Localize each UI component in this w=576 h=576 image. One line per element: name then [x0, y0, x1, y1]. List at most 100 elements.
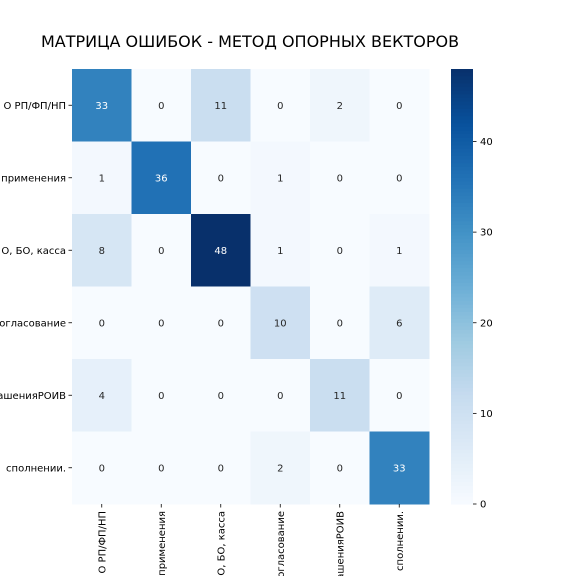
colorbar-segment [451, 471, 473, 476]
colorbar-segment [451, 485, 473, 491]
heatmap-cells: 33 0 11 0 2 01 36 0 1 0 08 0 48 1 0 10 0 0 10 0 64 0 0 0 11 00 0 0 2… [72, 69, 430, 505]
colorbar-segment [451, 366, 473, 371]
colorbar-segment [451, 123, 473, 128]
heatmap-cell-r5-c5 [369, 431, 430, 505]
colorbar-segment [451, 475, 473, 480]
heatmap-cell-r4-c1 [131, 359, 192, 432]
colorbar: 0 10 20 30 40 [451, 69, 493, 511]
colorbar-segment [451, 170, 473, 175]
colorbar-segment [451, 214, 473, 219]
colorbar-segment [451, 301, 473, 306]
colorbar-tick-label: 0 [480, 500, 486, 511]
colorbar-segment [451, 108, 473, 114]
cell-value-r4-c0: 4 [99, 391, 105, 402]
heatmap-cell-r1-c4 [310, 141, 370, 215]
colorbar-segment [451, 94, 473, 99]
colorbar-segment [451, 188, 473, 193]
heatmap-cell-r2-c1 [131, 214, 192, 287]
colorbar-segment [451, 246, 473, 251]
x-tick-label: ашенияРОИВ [335, 511, 346, 576]
colorbar-segment [451, 119, 473, 124]
colorbar-segment [451, 69, 473, 74]
colorbar-segment [451, 286, 473, 291]
colorbar-segment [451, 388, 473, 393]
y-tick-label: ашенияРОИВ [0, 391, 66, 402]
colorbar-segment [451, 431, 473, 436]
colorbar-segment [451, 192, 473, 197]
cell-value-r4-c1: 0 [158, 391, 164, 402]
colorbar-segment [451, 424, 473, 429]
colorbar-segment [451, 174, 473, 179]
cell-value-r1-c0: 1 [99, 173, 105, 184]
colorbar-segment [451, 199, 473, 204]
colorbar-segment [451, 369, 473, 375]
colorbar-segment [451, 257, 473, 262]
heatmap-cell-r3-c4 [310, 286, 370, 360]
colorbar-segment [451, 420, 473, 425]
heatmap-cell-r3-c3 [250, 286, 311, 360]
colorbar-segment [451, 228, 473, 233]
cell-value-r5-c5: 33 [393, 463, 406, 474]
y-tick-label: сполнении. [6, 463, 66, 474]
colorbar-segment [451, 391, 473, 396]
colorbar-segment [451, 319, 473, 324]
y-tick-label: применения [1, 173, 66, 184]
cell-value-r0-c5: 0 [396, 101, 402, 112]
heatmap-cell-r4-c0 [72, 359, 132, 432]
heatmap-cell-r1-c2 [191, 141, 251, 215]
colorbar-segment [451, 72, 473, 77]
cell-value-r3-c0: 0 [99, 318, 105, 329]
colorbar-segment [451, 127, 473, 132]
colorbar-segment [451, 478, 473, 483]
colorbar-segment [451, 442, 473, 447]
x-tick-label: применения [157, 511, 168, 576]
colorbar-segment [451, 206, 473, 211]
colorbar-segment [451, 340, 473, 346]
colorbar-segment [451, 166, 473, 172]
heatmap-cell-r0-c1 [131, 69, 192, 142]
heatmap-cell-r1-c1 [131, 141, 192, 215]
cell-value-r3-c1: 0 [158, 318, 164, 329]
colorbar-segment [451, 261, 473, 266]
heatmap-cell-r5-c4 [310, 431, 370, 505]
y-tick-label: О, БО, касса [1, 246, 66, 257]
heatmap-cell-r3-c2 [191, 286, 251, 360]
colorbar-segment [451, 496, 473, 501]
colorbar-segment [451, 373, 473, 378]
colorbar-segment [451, 253, 473, 259]
colorbar-segment [451, 272, 473, 277]
colorbar-segment [451, 185, 473, 190]
heatmap-cell-r0-c0 [72, 69, 132, 142]
cell-value-r3-c3: 10 [274, 318, 287, 329]
cell-value-r1-c3: 1 [277, 173, 283, 184]
cell-value-r4-c3: 0 [277, 391, 283, 402]
heatmap-cell-r5-c0 [72, 431, 132, 505]
colorbar-segment [451, 282, 473, 288]
colorbar-segment [451, 351, 473, 356]
colorbar-segment [451, 217, 473, 222]
colorbar-segment [451, 362, 473, 367]
colorbar-segment [451, 333, 473, 338]
heatmap-cell-r4-c4 [310, 359, 370, 432]
colorbar-segment [451, 130, 473, 135]
colorbar-segment [451, 116, 473, 121]
colorbar-segment [451, 453, 473, 458]
colorbar-segment [451, 101, 473, 106]
colorbar-segment [451, 232, 473, 237]
colorbar-segment [451, 159, 473, 164]
heatmap-cell-r0-c2 [191, 69, 251, 142]
x-tick-labels: О РП/ФП/НП применения О, БО, касса огласова… [97, 504, 406, 576]
cell-value-r0-c3: 0 [277, 101, 283, 112]
heatmap-cell-r1-c5 [369, 141, 430, 215]
x-tick-label: сполнении. [395, 511, 406, 571]
heatmap-cell-r3-c1 [131, 286, 192, 360]
colorbar-segment [451, 413, 473, 418]
colorbar-segment [451, 311, 473, 317]
colorbar-segment [451, 438, 473, 443]
colorbar-segment [451, 250, 473, 255]
colorbar-segment [451, 355, 473, 360]
colorbar-segment [451, 482, 473, 487]
heatmap-cell-r3-c0 [72, 286, 132, 360]
heatmap-cell-r5-c3 [250, 431, 311, 505]
colorbar-segment [451, 464, 473, 469]
